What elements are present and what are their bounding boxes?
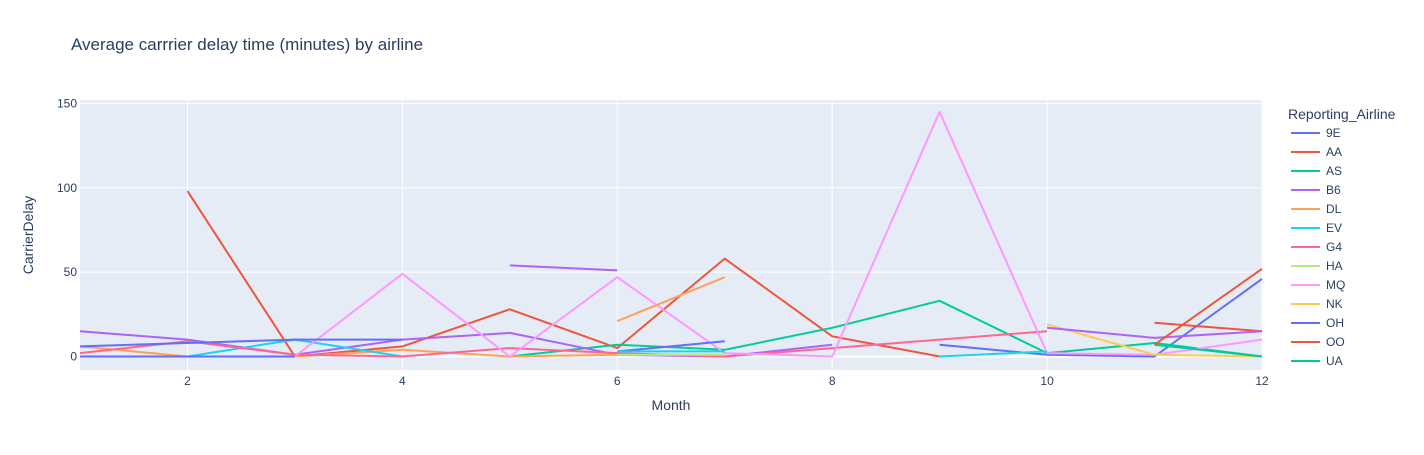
legend-item-aa[interactable]: AA — [1291, 145, 1342, 159]
legend-item-nk[interactable]: NK — [1291, 297, 1343, 311]
series-line-nk — [1046, 323, 1263, 358]
legend-label: AS — [1326, 164, 1342, 178]
y-tick-label: 50 — [64, 265, 78, 279]
legend-item-dl[interactable]: DL — [1291, 202, 1342, 216]
legend-label: AA — [1326, 145, 1342, 159]
series-line-segment — [616, 276, 726, 323]
legend-item-mq[interactable]: MQ — [1291, 278, 1345, 292]
x-tick-label: 8 — [829, 374, 836, 388]
series-line-oo — [1154, 321, 1263, 333]
x-tick-label: 4 — [399, 374, 406, 388]
legend-label: B6 — [1326, 183, 1341, 197]
legend-item-oo[interactable]: OO — [1291, 335, 1345, 349]
series-line-segment — [617, 340, 725, 353]
legend-item-ha[interactable]: HA — [1291, 259, 1343, 273]
y-axis-label: CarrierDelay — [20, 196, 36, 275]
plot-area — [80, 100, 1262, 370]
legend-label: DL — [1326, 202, 1342, 216]
legend-item-oh[interactable]: OH — [1291, 316, 1344, 330]
y-tick-label: 0 — [70, 350, 77, 364]
x-tick-label: 12 — [1255, 374, 1269, 388]
legend-label: MQ — [1326, 278, 1345, 292]
series-lines — [79, 110, 1263, 358]
series-line-segment — [509, 264, 618, 272]
legend-label: OO — [1326, 335, 1345, 349]
legend-item-ev[interactable]: EV — [1291, 221, 1342, 235]
series-line-g4 — [79, 330, 1048, 358]
legend-item-as[interactable]: AS — [1291, 164, 1342, 178]
legend-title: Reporting_Airline — [1288, 106, 1396, 122]
series-line-segment — [1047, 326, 1263, 339]
chart-title: Average carrrier delay time (minutes) by… — [71, 35, 423, 54]
series-line-mq — [294, 110, 1263, 358]
x-axis-label: Month — [652, 397, 691, 413]
legend-item-9e[interactable]: 9E — [1291, 126, 1341, 140]
series-line-ua — [1154, 343, 1263, 358]
legend-label: EV — [1326, 221, 1342, 235]
legend-item-g4[interactable]: G4 — [1291, 240, 1342, 254]
legend: Reporting_Airline 9E AA AS B6 DL EV G4 HA MQ NK OH… — [1288, 106, 1396, 368]
series-line-9e — [939, 278, 1263, 358]
x-tick-label: 2 — [184, 374, 191, 388]
x-tick-label: 10 — [1040, 374, 1054, 388]
legend-label: NK — [1326, 297, 1343, 311]
axis-ticks: 0 50 100 150 2 4 6 8 10 12 — [57, 96, 1269, 388]
x-tick-label: 6 — [614, 374, 621, 388]
series-line-oh — [79, 338, 403, 348]
series-line-as — [509, 299, 1263, 358]
legend-label: G4 — [1326, 240, 1342, 254]
series-line-segment — [939, 350, 1048, 358]
legend-label: HA — [1326, 259, 1343, 273]
legend-label: UA — [1326, 354, 1343, 368]
legend-item-ua[interactable]: UA — [1291, 354, 1343, 368]
legend-label: OH — [1326, 316, 1344, 330]
y-tick-label: 150 — [57, 96, 77, 110]
legend-item-b6[interactable]: B6 — [1291, 183, 1341, 197]
series-line-segment — [1153, 267, 1263, 346]
legend-label: 9E — [1326, 126, 1341, 140]
y-tick-label: 100 — [57, 181, 77, 195]
